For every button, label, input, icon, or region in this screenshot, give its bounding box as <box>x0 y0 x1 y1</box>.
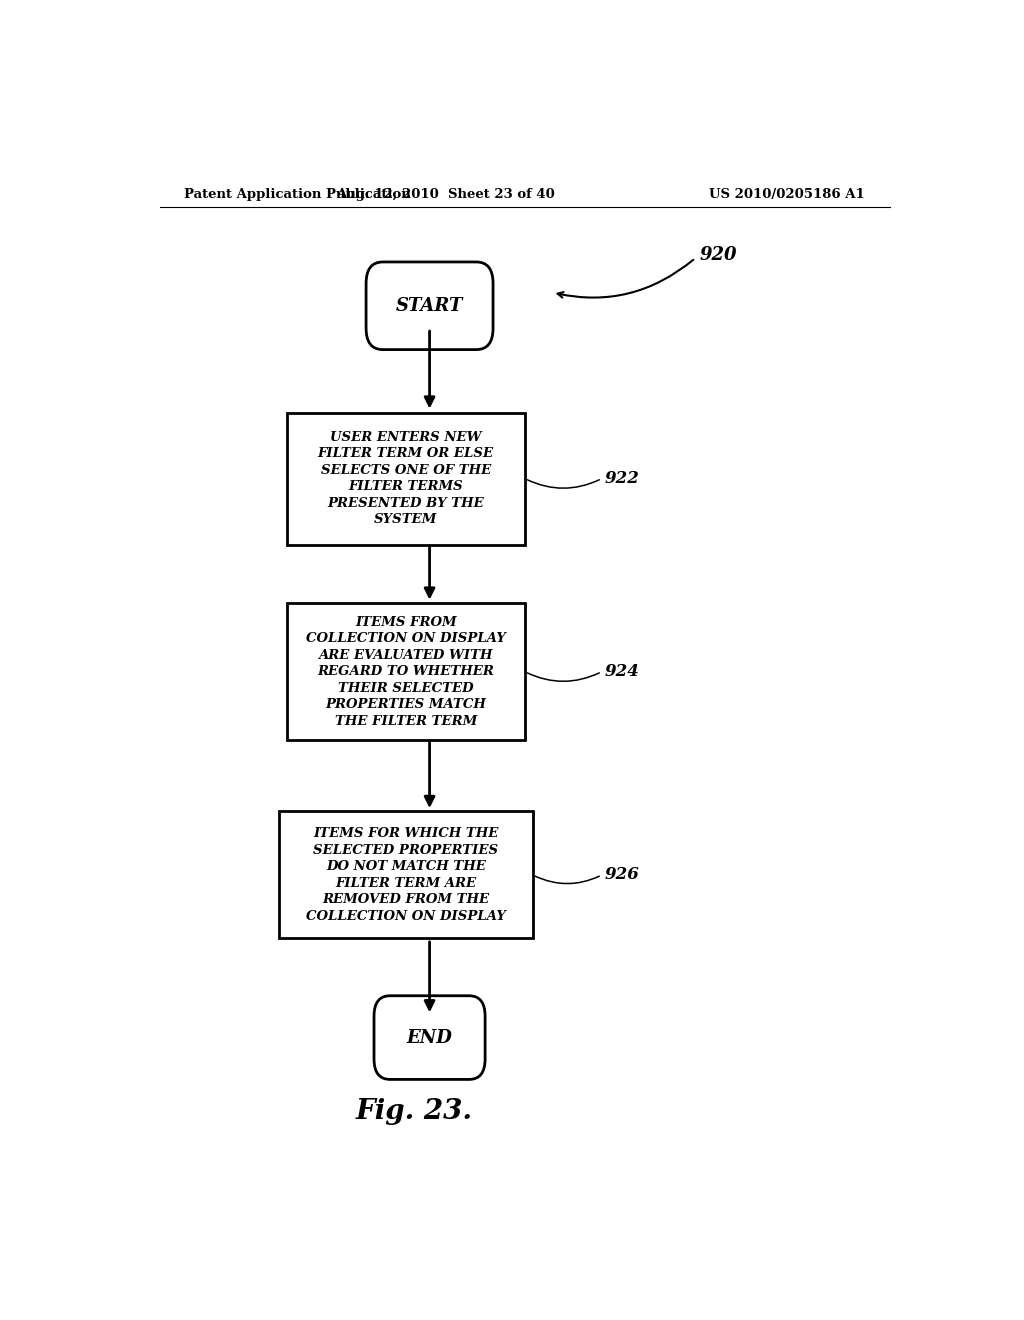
FancyBboxPatch shape <box>279 812 532 939</box>
Text: ITEMS FOR WHICH THE
SELECTED PROPERTIES
DO NOT MATCH THE
FILTER TERM ARE
REMOVED: ITEMS FOR WHICH THE SELECTED PROPERTIES … <box>306 828 506 923</box>
Text: Patent Application Publication: Patent Application Publication <box>183 189 411 202</box>
Text: END: END <box>407 1028 453 1047</box>
Text: Fig. 23.: Fig. 23. <box>355 1098 472 1125</box>
FancyBboxPatch shape <box>287 603 524 741</box>
Text: USER ENTERS NEW
FILTER TERM OR ELSE
SELECTS ONE OF THE
FILTER TERMS
PRESENTED BY: USER ENTERS NEW FILTER TERM OR ELSE SELE… <box>317 430 494 527</box>
Text: START: START <box>396 297 463 314</box>
Text: US 2010/0205186 A1: US 2010/0205186 A1 <box>709 189 864 202</box>
Text: 926: 926 <box>604 866 639 883</box>
Text: 924: 924 <box>604 663 639 680</box>
FancyBboxPatch shape <box>367 261 494 350</box>
Text: 922: 922 <box>604 470 639 487</box>
Text: ITEMS FROM
COLLECTION ON DISPLAY
ARE EVALUATED WITH
REGARD TO WHETHER
THEIR SELE: ITEMS FROM COLLECTION ON DISPLAY ARE EVA… <box>306 615 506 727</box>
FancyBboxPatch shape <box>287 412 524 545</box>
Text: 920: 920 <box>699 246 737 264</box>
Text: Aug. 12, 2010  Sheet 23 of 40: Aug. 12, 2010 Sheet 23 of 40 <box>336 189 555 202</box>
FancyBboxPatch shape <box>374 995 485 1080</box>
